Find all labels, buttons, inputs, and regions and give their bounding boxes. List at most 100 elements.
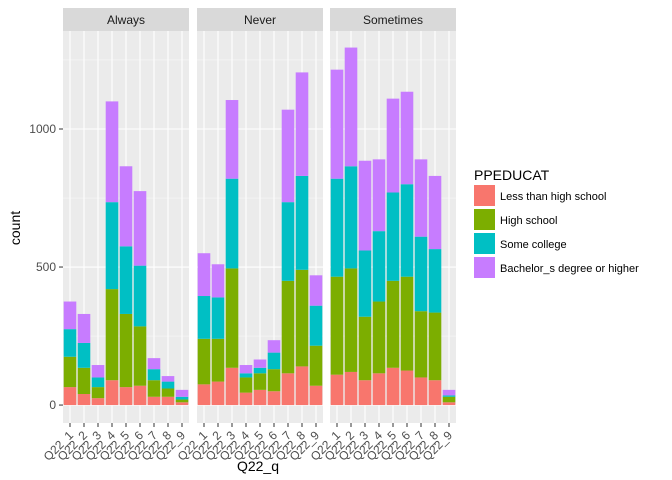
bar-segment-q22-1-3	[197, 296, 211, 339]
bar-segment-q22-6-4	[133, 191, 147, 266]
bar-segment-q22-7-4	[147, 358, 161, 370]
bar-segment-q22-4-1	[105, 380, 119, 406]
bar-segment-q22-3-4	[91, 365, 105, 378]
bar-segment-q22-6-3	[133, 265, 147, 327]
bar-segment-q22-7-3	[414, 236, 428, 312]
bar-segment-q22-5-2	[386, 280, 400, 368]
bar-segment-q22-8-4	[428, 175, 442, 250]
bar-segment-q22-2-2	[77, 367, 91, 395]
bar-segment-q22-9-2	[442, 396, 456, 403]
bar-segment-q22-1-1	[63, 387, 77, 406]
bar-segment-q22-6-2	[267, 369, 281, 392]
bar-segment-q22-3-4	[225, 100, 239, 179]
facet-strip	[197, 8, 323, 31]
bar-segment-q22-3-1	[225, 367, 239, 406]
bar-segment-q22-5-3	[386, 192, 400, 281]
facet-strip	[63, 8, 189, 31]
bar-segment-q22-7-3	[147, 369, 161, 381]
bar-segment-q22-2-1	[211, 381, 225, 406]
legend-label: Bachelor_s degree or higher	[500, 263, 639, 275]
bar-segment-q22-4-1	[372, 373, 386, 406]
bar-segment-q22-2-2	[344, 268, 358, 372]
bar-segment-q22-8-1	[428, 380, 442, 406]
bar-segment-q22-6-1	[133, 385, 147, 406]
bar-segment-q22-3-3	[358, 250, 372, 317]
bar-segment-q22-2-2	[211, 338, 225, 382]
bar-segment-q22-2-4	[211, 264, 225, 298]
bar-segment-q22-5-4	[253, 359, 267, 368]
y-tick-label: 1000	[29, 122, 56, 136]
bar-segment-q22-4-4	[239, 365, 253, 374]
legend-label: High school	[500, 215, 557, 227]
legend-label: Some college	[500, 239, 567, 251]
bar-segment-q22-4-1	[239, 392, 253, 406]
bar-segment-q22-1-4	[197, 253, 211, 297]
bar-segment-q22-4-3	[372, 231, 386, 302]
facet-strip-label: Always	[107, 13, 145, 27]
facet-panel-sometimes: Sometimes	[330, 8, 456, 423]
bar-segment-q22-1-1	[197, 384, 211, 406]
bar-segment-q22-6-3	[400, 184, 414, 277]
bar-segment-q22-7-4	[281, 109, 295, 203]
panels-layer: Always Never Sometimes	[63, 8, 456, 423]
bar-segment-q22-9-4	[442, 389, 456, 396]
facet-panel-never: Never	[197, 8, 323, 423]
bar-segment-q22-9-1	[442, 402, 456, 406]
bar-segment-q22-1-2	[197, 338, 211, 385]
legend: PPEDUCAT Less than high school High schoo…	[474, 167, 639, 278]
bar-segment-q22-5-3	[119, 246, 133, 314]
bar-segment-q22-3-3	[225, 178, 239, 269]
bar-segment-q22-6-3	[267, 352, 281, 370]
bar-segment-q22-7-2	[414, 311, 428, 378]
bar-segment-q22-3-3	[91, 377, 105, 388]
bar-segment-q22-2-4	[77, 313, 91, 343]
bar-segment-q22-8-1	[161, 396, 175, 406]
bar-segment-q22-9-3	[442, 395, 456, 397]
bar-segment-q22-1-2	[63, 356, 77, 388]
bar-segment-q22-1-2	[330, 276, 344, 375]
bar-segment-q22-3-1	[91, 398, 105, 406]
bar-segment-q22-8-1	[295, 366, 309, 406]
bar-segment-q22-7-2	[147, 380, 161, 397]
bar-segment-q22-4-4	[105, 101, 119, 203]
legend-key	[474, 233, 495, 254]
bar-segment-q22-3-4	[358, 160, 372, 251]
bar-segment-q22-6-4	[400, 91, 414, 185]
bar-segment-q22-4-3	[105, 202, 119, 290]
bar-segment-q22-1-4	[63, 301, 77, 330]
bar-segment-q22-3-2	[91, 387, 105, 399]
bar-segment-q22-8-3	[428, 249, 442, 313]
bar-segment-q22-1-3	[63, 329, 77, 357]
bar-segment-q22-5-2	[253, 373, 267, 390]
y-tick-label: 500	[36, 260, 56, 274]
y-axis-title: count	[7, 211, 23, 245]
y-tick-label: 0	[49, 398, 56, 412]
bar-segment-q22-9-2	[309, 345, 323, 386]
bar-segment-q22-5-1	[386, 367, 400, 406]
bar-segment-q22-5-4	[386, 98, 400, 193]
bar-segment-q22-4-4	[372, 159, 386, 232]
facet-strip	[330, 8, 456, 31]
facet-strip-label: Sometimes	[363, 13, 423, 27]
bar-segment-q22-9-4	[175, 389, 189, 397]
bar-segment-q22-2-3	[211, 297, 225, 339]
bar-segment-q22-4-2	[239, 377, 253, 393]
legend-title: PPEDUCAT	[474, 167, 550, 183]
bar-segment-q22-8-3	[161, 381, 175, 389]
legend-key	[474, 257, 495, 278]
bar-segment-q22-6-1	[400, 370, 414, 406]
bar-segment-q22-2-3	[344, 166, 358, 269]
bar-segment-q22-5-4	[119, 166, 133, 247]
bar-segment-q22-5-3	[253, 367, 267, 374]
bar-segment-q22-9-4	[309, 275, 323, 306]
bar-segment-q22-7-1	[147, 396, 161, 406]
bar-segment-q22-2-3	[77, 342, 91, 368]
bar-segment-q22-6-4	[267, 340, 281, 353]
bar-segment-q22-2-4	[344, 47, 358, 167]
bar-segment-q22-5-2	[119, 313, 133, 388]
bar-segment-q22-8-2	[428, 312, 442, 381]
bar-segment-q22-2-1	[77, 394, 91, 406]
bar-segment-q22-5-1	[119, 387, 133, 406]
bar-segment-q22-5-1	[253, 389, 267, 406]
bar-segment-q22-8-4	[295, 72, 309, 176]
